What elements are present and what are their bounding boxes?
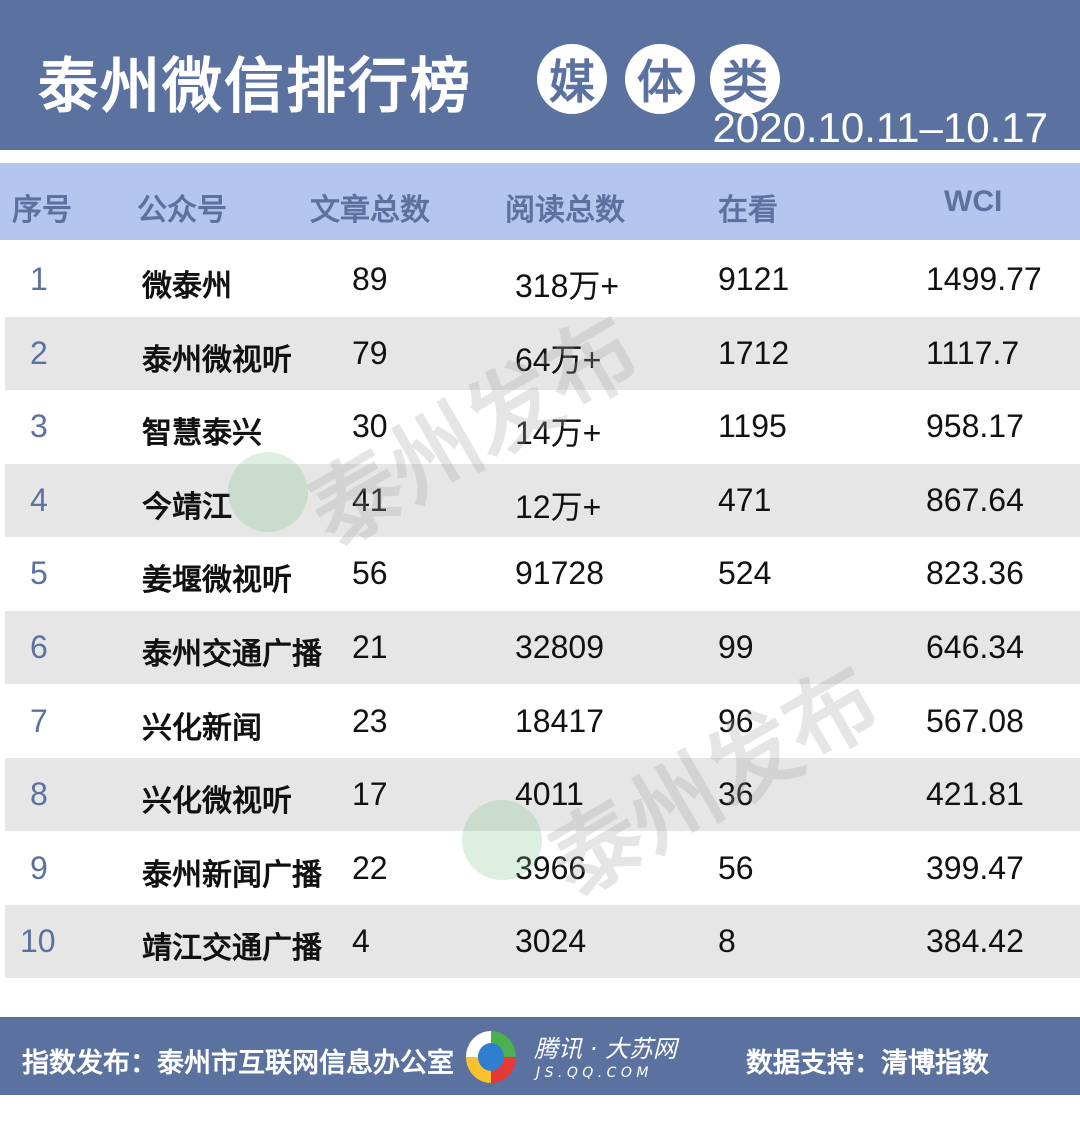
table-header: 序号 公众号 文章总数 阅读总数 在看 WCI <box>0 163 1080 240</box>
looking-count-cell: 1712 <box>718 334 790 371</box>
account-name-cell: 泰州新闻广播 <box>142 857 322 893</box>
table-row: 4 今靖江 41 12万+ 471 867.64 <box>5 463 1080 537</box>
wci-cell: 646.34 <box>926 629 1024 665</box>
looking-count-cell: 471 <box>718 481 772 518</box>
looking-count-cell: 96 <box>718 702 754 739</box>
looking-count-cell: 524 <box>718 555 772 592</box>
read-count-cell: 3024 <box>515 923 587 960</box>
tencent-logo-icon <box>466 1031 516 1083</box>
wci-cell: 567.08 <box>926 702 1024 739</box>
table-row: 5 姜堰微视听 56 91728 524 823.36 <box>5 537 1080 610</box>
rank-cell: 3 <box>30 408 48 445</box>
wci-cell: 958.17 <box>926 408 1024 445</box>
rank-cell: 7 <box>30 702 48 739</box>
article-count-cell: 22 <box>352 849 388 886</box>
looking-count-cell: 56 <box>718 849 754 886</box>
read-count-cell: 12万+ <box>515 488 602 525</box>
looking-count-cell: 36 <box>718 776 754 813</box>
table-row: 10 靖江交通广播 4 3024 8 384.42 <box>5 905 1080 979</box>
account-name-cell: 微泰州 <box>142 269 232 304</box>
support-text: 数据支持：清博指数 <box>746 1048 989 1079</box>
article-count-cell: 23 <box>352 702 388 739</box>
table-row: 3 智慧泰兴 30 14万+ 1195 958.17 <box>5 390 1080 463</box>
rank-cell: 8 <box>30 776 48 813</box>
wci-cell: 1117.7 <box>926 334 1020 371</box>
account-name-cell: 姜堰微视听 <box>142 563 292 599</box>
article-count-cell: 30 <box>352 408 388 445</box>
rank-cell: 5 <box>30 555 48 592</box>
looking-count-cell: 1195 <box>718 408 787 445</box>
category-badge: 类 <box>710 44 780 114</box>
wci-cell: 823.36 <box>926 555 1024 592</box>
article-count-cell: 41 <box>352 481 388 518</box>
read-count-cell: 318万+ <box>515 268 620 304</box>
read-count-cell: 32809 <box>515 629 604 665</box>
category-badge: 体 <box>625 44 695 114</box>
page-title: 泰州微信排行榜 <box>38 52 472 122</box>
article-count-cell: 17 <box>352 776 388 813</box>
looking-count-cell: 9121 <box>718 261 790 297</box>
date-range: 2020.10.11–10.17 <box>712 104 1048 151</box>
rank-cell: 6 <box>30 629 48 665</box>
read-count-cell: 3966 <box>515 849 587 886</box>
column-header: 文章总数 <box>310 193 430 228</box>
wci-cell: 399.47 <box>926 849 1024 886</box>
read-count-cell: 91728 <box>515 555 604 592</box>
column-header: WCI <box>944 185 1003 218</box>
account-name-cell: 今靖江 <box>142 489 232 525</box>
account-name-cell: 兴化微视听 <box>142 784 292 820</box>
column-header: 阅读总数 <box>505 193 625 228</box>
title-banner: 泰州微信排行榜 媒 体 类 2020.10.11–10.17 <box>0 0 1080 151</box>
table-row: 1 微泰州 89 318万+ 9121 1499.77 <box>5 243 1080 316</box>
table-row: 8 兴化微视听 17 4011 36 421.81 <box>5 758 1080 832</box>
read-count-cell: 14万+ <box>515 415 602 452</box>
rank-cell: 10 <box>20 923 56 960</box>
read-count-cell: 18417 <box>515 702 604 739</box>
partner-name: 腾讯 · 大苏网 <box>534 1035 677 1063</box>
column-header: 在看 <box>718 193 778 228</box>
article-count-cell: 4 <box>352 923 370 960</box>
wci-cell: 867.64 <box>926 481 1024 518</box>
rank-cell: 9 <box>30 849 48 886</box>
account-name-cell: 靖江交通广播 <box>142 931 322 967</box>
article-count-cell: 79 <box>352 334 388 371</box>
table-row: 7 兴化新闻 23 18417 96 567.08 <box>5 685 1080 758</box>
looking-count-cell: 8 <box>718 923 736 960</box>
account-name-cell: 兴化新闻 <box>142 710 262 746</box>
looking-count-cell: 99 <box>718 629 754 665</box>
rank-cell: 1 <box>30 261 48 297</box>
account-name-cell: 泰州微视听 <box>142 342 292 378</box>
category-badge: 媒 <box>537 44 607 114</box>
article-count-cell: 56 <box>352 555 388 592</box>
rank-cell: 4 <box>30 481 48 518</box>
article-count-cell: 21 <box>352 629 388 665</box>
read-count-cell: 4011 <box>515 776 584 813</box>
partner-url: J S . Q Q . C O M <box>536 1065 649 1081</box>
table-row: 6 泰州交通广播 21 32809 99 646.34 <box>5 611 1080 684</box>
wci-cell: 1499.77 <box>926 261 1042 297</box>
table-row: 2 泰州微视听 79 64万+ 1712 1117.7 <box>5 316 1080 390</box>
column-header: 公众号 <box>137 193 227 228</box>
account-name-cell: 智慧泰兴 <box>142 416 262 452</box>
rank-cell: 2 <box>30 334 48 371</box>
column-header: 序号 <box>12 193 72 228</box>
table-row: 9 泰州新闻广播 22 3966 56 399.47 <box>5 832 1080 905</box>
footer: 指数发布：泰州市互联网信息办公室 腾讯 · 大苏网 J S . Q Q . C … <box>0 1017 1080 1095</box>
wci-cell: 421.81 <box>926 776 1024 813</box>
account-name-cell: 泰州交通广播 <box>142 637 322 672</box>
publisher-text: 指数发布：泰州市互联网信息办公室 <box>22 1048 454 1079</box>
wci-cell: 384.42 <box>926 923 1024 960</box>
article-count-cell: 89 <box>352 261 388 297</box>
read-count-cell: 64万+ <box>515 341 602 378</box>
